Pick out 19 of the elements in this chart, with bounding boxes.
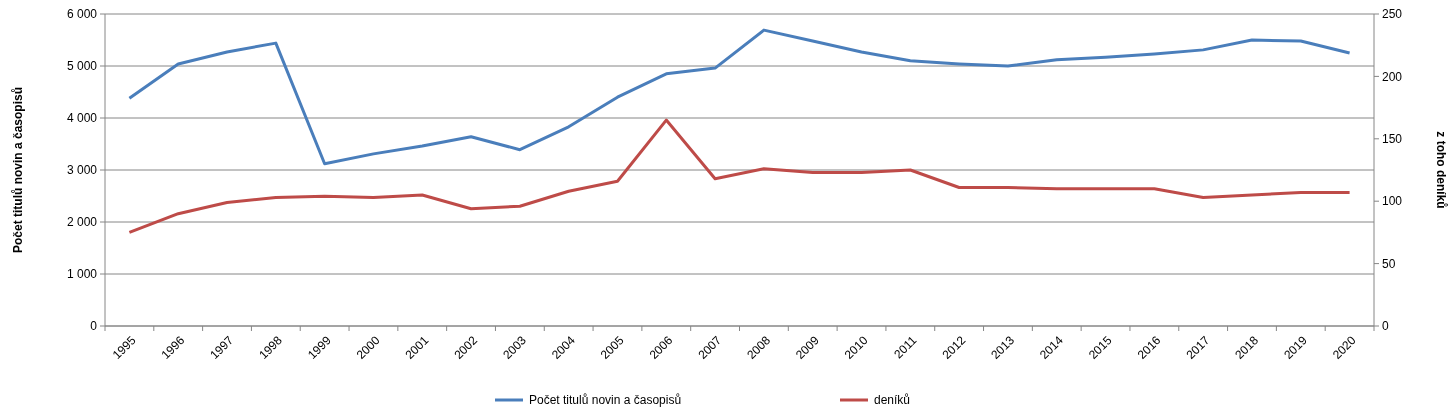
legend-label: deníků [874,393,911,407]
line-series [127,28,1352,166]
y-tick-label: 0 [90,319,98,334]
y2-tick-label: 100 [1382,194,1403,209]
y2-tick-label: 0 [1382,319,1389,334]
y-axis-title: Počet titulů novin a časopisů [11,86,25,254]
legend-label: Počet titulů novin a časopisů [529,393,682,407]
y-tick-label: 1 000 [66,267,98,282]
y2-tick-label: 150 [1382,132,1403,146]
y-tick-label: 6 000 [66,7,98,22]
y-tick-label: 5 000 [66,59,98,74]
y2-tick-label: 250 [1382,7,1403,22]
y2-tick-label: 50 [1382,256,1396,271]
y2-axis-title: z toho deníků [1434,131,1448,209]
line-series [127,118,1352,234]
y-tick-label: 2 000 [66,215,98,230]
y-tick-label: 4 000 [66,111,98,126]
y2-tick-label: 200 [1382,69,1403,84]
y-tick-label: 3 000 [66,163,98,178]
